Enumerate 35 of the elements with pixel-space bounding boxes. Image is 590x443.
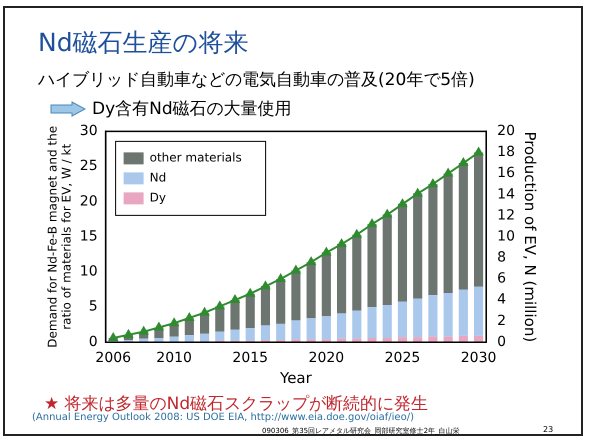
y2-tick-label: 20 bbox=[497, 123, 516, 140]
x-axis-title: Year bbox=[279, 368, 313, 387]
legend-label: Dy bbox=[150, 190, 166, 205]
legend-label: Nd bbox=[150, 170, 166, 185]
y2-tick-label: 10 bbox=[497, 228, 516, 244]
y-tick-label: 10 bbox=[80, 264, 98, 280]
y2-tick-label: 8 bbox=[497, 250, 506, 266]
x-tick-label: 2010 bbox=[156, 350, 192, 366]
y2-tick-label: 14 bbox=[497, 186, 516, 202]
y2-tick-label: 16 bbox=[497, 165, 516, 182]
y-tick-label: 15 bbox=[80, 228, 98, 244]
x-tick-label: 2025 bbox=[384, 350, 420, 366]
text: 23 bbox=[543, 425, 554, 434]
y-axis-title: Demand for Nd-Fe-B magnet and the ratio of materials for EV, W / kt bbox=[45, 126, 74, 348]
y-tick-label: 0 bbox=[88, 334, 98, 350]
x-tick-label: 2030 bbox=[460, 350, 496, 366]
y2-axis-title: Production of EV, N (million) bbox=[521, 131, 540, 342]
text: Dy含有Nd磁石の大量使用 bbox=[92, 98, 292, 120]
text: (Annual Energy Outlook 2008: US DOE EIA, http://www.eia.doe.gov/oiaf/ieo/) bbox=[32, 412, 414, 423]
y2-tick-label: 6 bbox=[497, 270, 506, 287]
legend-label: other materials bbox=[150, 150, 242, 165]
y2-tick-label: 4 bbox=[497, 292, 506, 308]
y-tick-label: 30 bbox=[80, 123, 98, 140]
y-tick-label: 20 bbox=[80, 193, 98, 210]
y2-tick-label: 18 bbox=[497, 144, 516, 160]
x-tick-label: 2006 bbox=[95, 350, 132, 366]
x-tick-label: 2020 bbox=[308, 350, 344, 366]
y2-tick-label: 12 bbox=[497, 207, 516, 224]
y-tick-label: 5 bbox=[88, 298, 98, 315]
y-tick-label: 25 bbox=[80, 158, 98, 174]
y2-tick-label: 0 bbox=[497, 334, 506, 350]
y2-tick-label: 2 bbox=[497, 312, 506, 329]
chart-title: Nd磁石生産の将来 bbox=[38, 27, 249, 59]
chart-subtitle: ハイブリッド自動車などの電気自動車の普及(20年で5倍) bbox=[38, 69, 475, 91]
x-tick-label: 2015 bbox=[232, 350, 268, 366]
